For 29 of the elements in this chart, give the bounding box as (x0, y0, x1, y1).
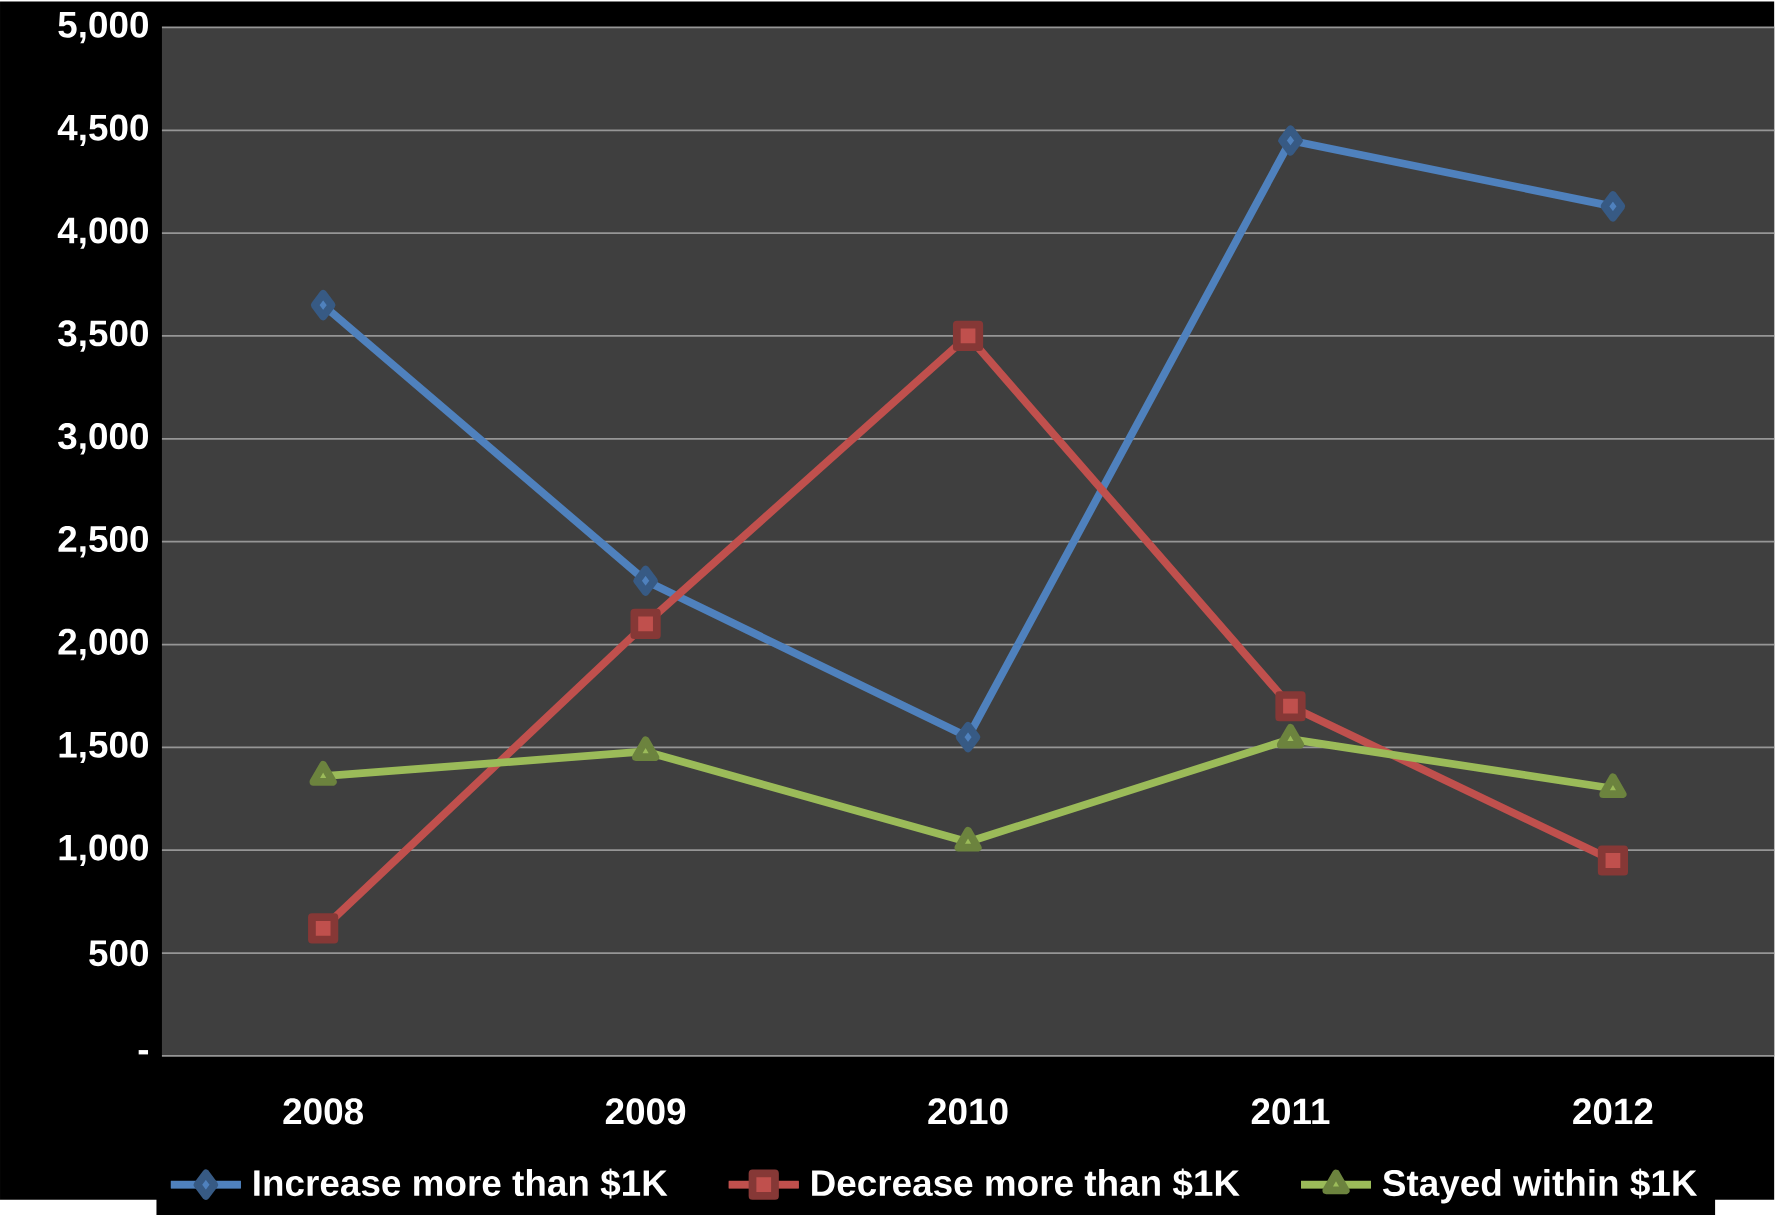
y-tick-label: 2,500 (58, 525, 148, 558)
legend-label: Decrease more than $1K (812, 1168, 1240, 1199)
legend-label: Increase more than $1K (254, 1168, 668, 1199)
point (308, 913, 339, 944)
x-tick-label: 2010 (928, 1098, 1008, 1125)
y-tick-label: 4,500 (57, 114, 148, 146)
y-tick-label: 3,000 (58, 423, 148, 455)
x-tick-label: 2012 (1573, 1098, 1653, 1125)
point (955, 721, 981, 753)
point (1597, 845, 1629, 876)
point (633, 565, 658, 596)
point (630, 608, 661, 640)
x-tick-label: 2009 (605, 1098, 686, 1125)
point (310, 289, 336, 321)
point (1275, 691, 1306, 722)
point (1278, 125, 1303, 156)
y-tick-label: 1,000 (59, 834, 148, 866)
point (1600, 191, 1626, 222)
y-tick-label: 4,000 (57, 217, 148, 249)
y-tick-label: 2,000 (58, 628, 148, 661)
x-tick-label: 2011 (1251, 1098, 1330, 1125)
x-tick-label: 2008 (283, 1098, 363, 1125)
y-tick-label: 500 (89, 940, 149, 967)
legend-label: Stayed within $1K (1382, 1168, 1698, 1204)
point (952, 320, 984, 352)
y-tick-label: 1,500 (59, 731, 148, 764)
y-tick-label: - (138, 1050, 149, 1055)
y-tick-label: 3,500 (58, 320, 148, 352)
y-tick-label: 5,000 (58, 11, 148, 44)
